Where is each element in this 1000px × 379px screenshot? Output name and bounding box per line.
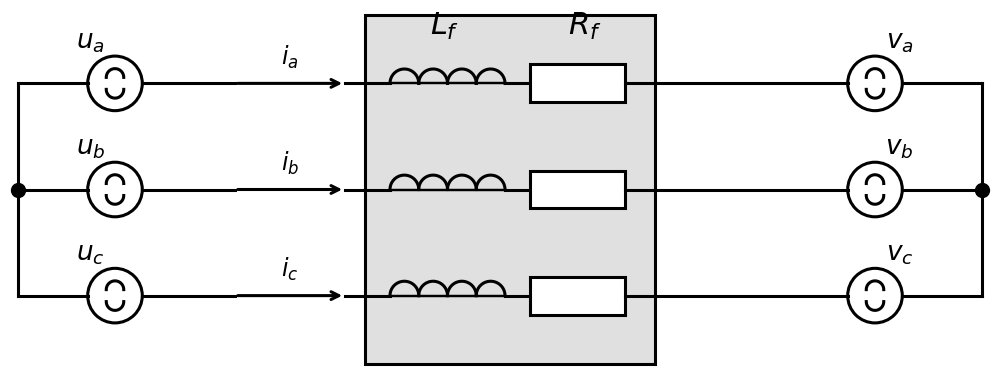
Point	[974, 186, 990, 193]
Text: $R_f$: $R_f$	[568, 11, 602, 42]
Bar	[530, 277, 625, 315]
Text: $i_b$: $i_b$	[281, 150, 299, 177]
Point	[10, 186, 26, 193]
Text: $u_b$: $u_b$	[76, 135, 105, 161]
Text: $u_c$: $u_c$	[76, 241, 105, 267]
Text: $i_c$: $i_c$	[281, 256, 299, 283]
Text: $v_c$: $v_c$	[886, 241, 913, 267]
Text: $L_f$: $L_f$	[430, 11, 460, 42]
Text: $v_b$: $v_b$	[885, 135, 914, 161]
Bar	[530, 64, 625, 102]
Bar	[530, 171, 625, 208]
Text: $v_a$: $v_a$	[886, 29, 913, 55]
FancyBboxPatch shape	[365, 15, 655, 364]
Text: $u_a$: $u_a$	[76, 29, 105, 55]
Text: $i_a$: $i_a$	[281, 44, 299, 71]
